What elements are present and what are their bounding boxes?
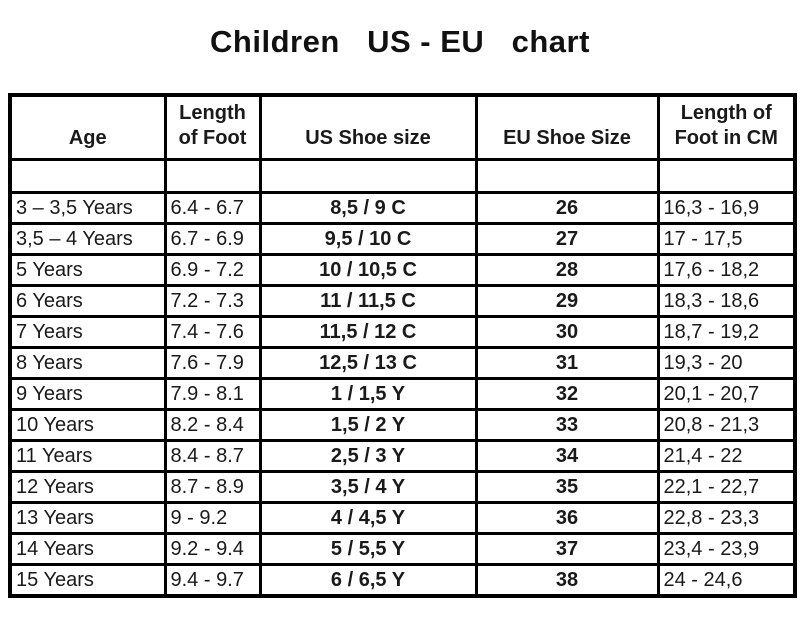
size-chart-table: Age Length of Foot US Shoe size EU Shoe … (8, 93, 797, 598)
cell-cm: 22,1 - 22,7 (656, 470, 797, 504)
cell-foot-in: 6.4 - 6.7 (163, 191, 262, 225)
table-row: 14 Years 9.2 - 9.4 5 / 5,5 Y 37 23,4 - 23,9 (8, 532, 797, 566)
cell-foot-in: 7.6 - 7.9 (163, 346, 262, 380)
cell-eu: 26 (474, 191, 660, 225)
cell-age: 3,5 – 4 Years (8, 222, 167, 256)
cell-cm: 20,1 - 20,7 (656, 377, 797, 411)
spacer-cell (8, 158, 167, 194)
cell-us: 8,5 / 9 C (258, 191, 478, 225)
cell-eu: 28 (474, 253, 660, 287)
cell-us: 12,5 / 13 C (258, 346, 478, 380)
cell-us: 2,5 / 3 Y (258, 439, 478, 473)
cell-us: 3,5 / 4 Y (258, 470, 478, 504)
col-header-foot-length: Length of Foot (163, 93, 262, 161)
cell-cm: 22,8 - 23,3 (656, 501, 797, 535)
cell-age: 7 Years (8, 315, 167, 349)
table-row: 8 Years 7.6 - 7.9 12,5 / 13 C 31 19,3 - 20 (8, 346, 797, 380)
cell-cm: 18,7 - 19,2 (656, 315, 797, 349)
table-row: 6 Years 7.2 - 7.3 11 / 11,5 C 29 18,3 - 18,6 (8, 284, 797, 318)
cell-cm: 17,6 - 18,2 (656, 253, 797, 287)
spacer-cell (163, 158, 262, 194)
cell-age: 13 Years (8, 501, 167, 535)
cell-us: 4 / 4,5 Y (258, 501, 478, 535)
cell-eu: 32 (474, 377, 660, 411)
cell-age: 3 – 3,5 Years (8, 191, 167, 225)
cell-cm: 19,3 - 20 (656, 346, 797, 380)
table-row: 9 Years 7.9 - 8.1 1 / 1,5 Y 32 20,1 - 20,7 (8, 377, 797, 411)
cell-cm: 18,3 - 18,6 (656, 284, 797, 318)
table-row: 5 Years 6.9 - 7.2 10 / 10,5 C 28 17,6 - 18,2 (8, 253, 797, 287)
spacer-cell (656, 158, 797, 194)
cell-age: 5 Years (8, 253, 167, 287)
spacer-cell (258, 158, 478, 194)
table-row: 3 – 3,5 Years 6.4 - 6.7 8,5 / 9 C 26 16,3 - … (8, 191, 797, 225)
spacer-row (8, 158, 797, 194)
cell-us: 11 / 11,5 C (258, 284, 478, 318)
cell-us: 1 / 1,5 Y (258, 377, 478, 411)
page-title: Children US - EU chart (210, 24, 590, 59)
cell-eu: 37 (474, 532, 660, 566)
cell-age: 9 Years (8, 377, 167, 411)
cell-cm: 17 - 17,5 (656, 222, 797, 256)
cell-eu: 33 (474, 408, 660, 442)
col-header-eu-size: EU Shoe Size (474, 93, 660, 161)
cell-foot-in: 8.7 - 8.9 (163, 470, 262, 504)
cell-eu: 29 (474, 284, 660, 318)
cell-us: 10 / 10,5 C (258, 253, 478, 287)
cell-age: 6 Years (8, 284, 167, 318)
cell-foot-in: 9.2 - 9.4 (163, 532, 262, 566)
table-row: 3,5 – 4 Years 6.7 - 6.9 9,5 / 10 C 27 17 - 1… (8, 222, 797, 256)
cell-us: 9,5 / 10 C (258, 222, 478, 256)
cell-eu: 27 (474, 222, 660, 256)
cell-foot-in: 7.4 - 7.6 (163, 315, 262, 349)
cell-age: 15 Years (8, 563, 167, 597)
cell-eu: 30 (474, 315, 660, 349)
cell-eu: 34 (474, 439, 660, 473)
cell-age: 10 Years (8, 408, 167, 442)
cell-eu: 36 (474, 501, 660, 535)
cell-eu: 38 (474, 563, 660, 597)
cell-us: 1,5 / 2 Y (258, 408, 478, 442)
col-header-foot-cm: Length of Foot in CM (656, 93, 797, 161)
table-row: 11 Years 8.4 - 8.7 2,5 / 3 Y 34 21,4 - 22 (8, 439, 797, 473)
cell-eu: 31 (474, 346, 660, 380)
cell-cm: 16,3 - 16,9 (656, 191, 797, 225)
cell-age: 8 Years (8, 346, 167, 380)
cell-foot-in: 7.2 - 7.3 (163, 284, 262, 318)
cell-foot-in: 8.4 - 8.7 (163, 439, 262, 473)
col-header-us-size: US Shoe size (258, 93, 478, 161)
size-chart-wrapper: Age Length of Foot US Shoe size EU Shoe … (8, 93, 797, 598)
cell-foot-in: 8.2 - 8.4 (163, 408, 262, 442)
cell-us: 5 / 5,5 Y (258, 532, 478, 566)
cell-foot-in: 6.9 - 7.2 (163, 253, 262, 287)
cell-foot-in: 9 - 9.2 (163, 501, 262, 535)
cell-foot-in: 9.4 - 9.7 (163, 563, 262, 597)
cell-us: 6 / 6,5 Y (258, 563, 478, 597)
cell-age: 14 Years (8, 532, 167, 566)
table-row: 7 Years 7.4 - 7.6 11,5 / 12 C 30 18,7 - 19,2 (8, 315, 797, 349)
cell-cm: 23,4 - 23,9 (656, 532, 797, 566)
spacer-cell (474, 158, 660, 194)
table-row: 10 Years 8.2 - 8.4 1,5 / 2 Y 33 20,8 - 21,3 (8, 408, 797, 442)
cell-cm: 21,4 - 22 (656, 439, 797, 473)
table-body: 3 – 3,5 Years 6.4 - 6.7 8,5 / 9 C 26 16,3 - … (8, 191, 797, 597)
cell-eu: 35 (474, 470, 660, 504)
table-row: 12 Years 8.7 - 8.9 3,5 / 4 Y 35 22,1 - 22,7 (8, 470, 797, 504)
table-row: 15 Years 9.4 - 9.7 6 / 6,5 Y 38 24 - 24,6 (8, 563, 797, 597)
cell-us: 11,5 / 12 C (258, 315, 478, 349)
header-row: Age Length of Foot US Shoe size EU Shoe … (8, 93, 797, 161)
table-row: 13 Years 9 - 9.2 4 / 4,5 Y 36 22,8 - 23,3 (8, 501, 797, 535)
col-header-age: Age (8, 93, 167, 161)
cell-age: 11 Years (8, 439, 167, 473)
cell-foot-in: 7.9 - 8.1 (163, 377, 262, 411)
cell-cm: 24 - 24,6 (656, 563, 797, 597)
cell-age: 12 Years (8, 470, 167, 504)
cell-cm: 20,8 - 21,3 (656, 408, 797, 442)
cell-foot-in: 6.7 - 6.9 (163, 222, 262, 256)
